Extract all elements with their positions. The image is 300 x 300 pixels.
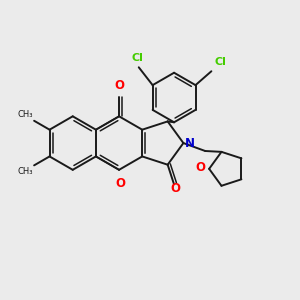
Text: O: O (170, 182, 180, 195)
Text: Cl: Cl (214, 57, 226, 67)
Text: N: N (184, 136, 194, 150)
Text: O: O (114, 79, 124, 92)
Text: Cl: Cl (132, 53, 144, 63)
Text: O: O (115, 177, 125, 190)
Text: CH₃: CH₃ (18, 167, 33, 176)
Text: O: O (195, 161, 205, 174)
Text: CH₃: CH₃ (18, 110, 33, 119)
